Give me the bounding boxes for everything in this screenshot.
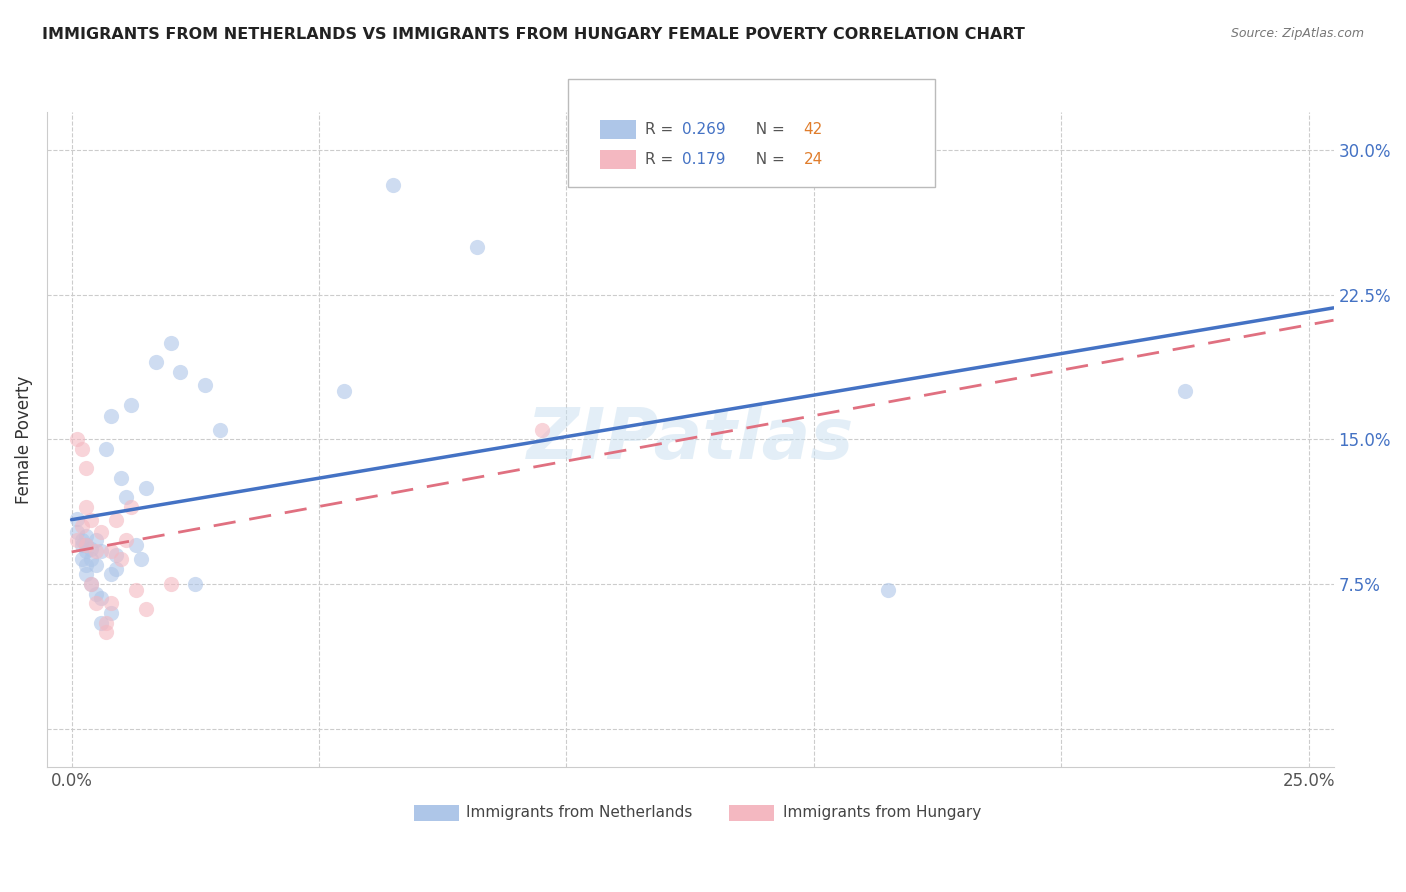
Point [105,548,128,562]
Point [70,539,93,553]
Point [135,602,157,616]
Point [115,533,138,547]
Point [80,542,103,557]
Text: IMMIGRANTS FROM NETHERLANDS VS IMMIGRANTS FROM HUNGARY FEMALE POVERTY CORRELATIO: IMMIGRANTS FROM NETHERLANDS VS IMMIGRANT… [42,27,1025,42]
Point [96,625,118,640]
Point [129,552,152,566]
Text: Source: ZipAtlas.com: Source: ZipAtlas.com [1230,27,1364,40]
Point [110,552,132,566]
Point [80,513,103,527]
Point [530,423,553,437]
Point [90,524,112,539]
Point [105,513,128,527]
Point [125,582,148,597]
Text: N =: N = [745,122,789,137]
Y-axis label: Female Poverty: Female Poverty [15,376,32,504]
Point [70,552,93,566]
Bar [600,150,636,169]
Point [70,442,93,456]
Point [159,336,181,351]
Point [80,577,103,591]
Point [100,544,122,558]
Point [65,533,87,547]
Point [70,533,93,547]
Point [382,178,405,192]
Text: Immigrants from Netherlands: Immigrants from Netherlands [467,805,693,820]
Point [194,378,217,392]
Point [96,615,118,630]
Point [115,491,138,505]
Point [76,567,98,582]
Point [76,539,98,553]
Point [159,577,181,591]
Point [76,558,98,572]
Text: 24: 24 [803,153,823,167]
Point [333,384,356,399]
Point [145,355,167,369]
Bar [600,120,636,139]
Point [1174,384,1197,399]
Point [86,558,108,572]
Point [90,615,112,630]
Point [70,519,93,533]
Point [110,471,132,485]
Point [80,552,103,566]
Point [135,481,157,495]
Point [76,544,98,558]
Point [467,240,489,254]
Point [80,577,103,591]
FancyBboxPatch shape [568,79,935,187]
Point [184,577,207,591]
Text: 42: 42 [803,122,823,137]
Point [100,409,122,424]
Point [86,544,108,558]
Point [100,606,122,620]
Point [125,539,148,553]
Point [100,596,122,610]
Point [120,500,142,514]
Text: N =: N = [745,153,789,167]
Point [65,524,87,539]
Point [76,461,98,475]
Text: ZIPatlas: ZIPatlas [526,405,853,474]
Point [169,365,191,379]
Point [65,433,87,447]
Point [120,398,142,412]
Point [100,567,122,582]
Text: 0.179: 0.179 [682,153,725,167]
Text: Immigrants from Hungary: Immigrants from Hungary [783,805,981,820]
Point [76,529,98,543]
Bar [413,805,458,821]
Point [877,582,900,597]
Bar [728,805,773,821]
Text: R =: R = [645,122,678,137]
Point [90,544,112,558]
Point [86,533,108,547]
Point [86,587,108,601]
Point [76,500,98,514]
Point [76,539,98,553]
Point [86,596,108,610]
Point [65,511,87,525]
Text: R =: R = [645,153,678,167]
Text: 0.269: 0.269 [682,122,725,137]
Point [209,423,232,437]
Point [96,442,118,456]
Point [90,591,112,605]
Point [105,561,128,575]
